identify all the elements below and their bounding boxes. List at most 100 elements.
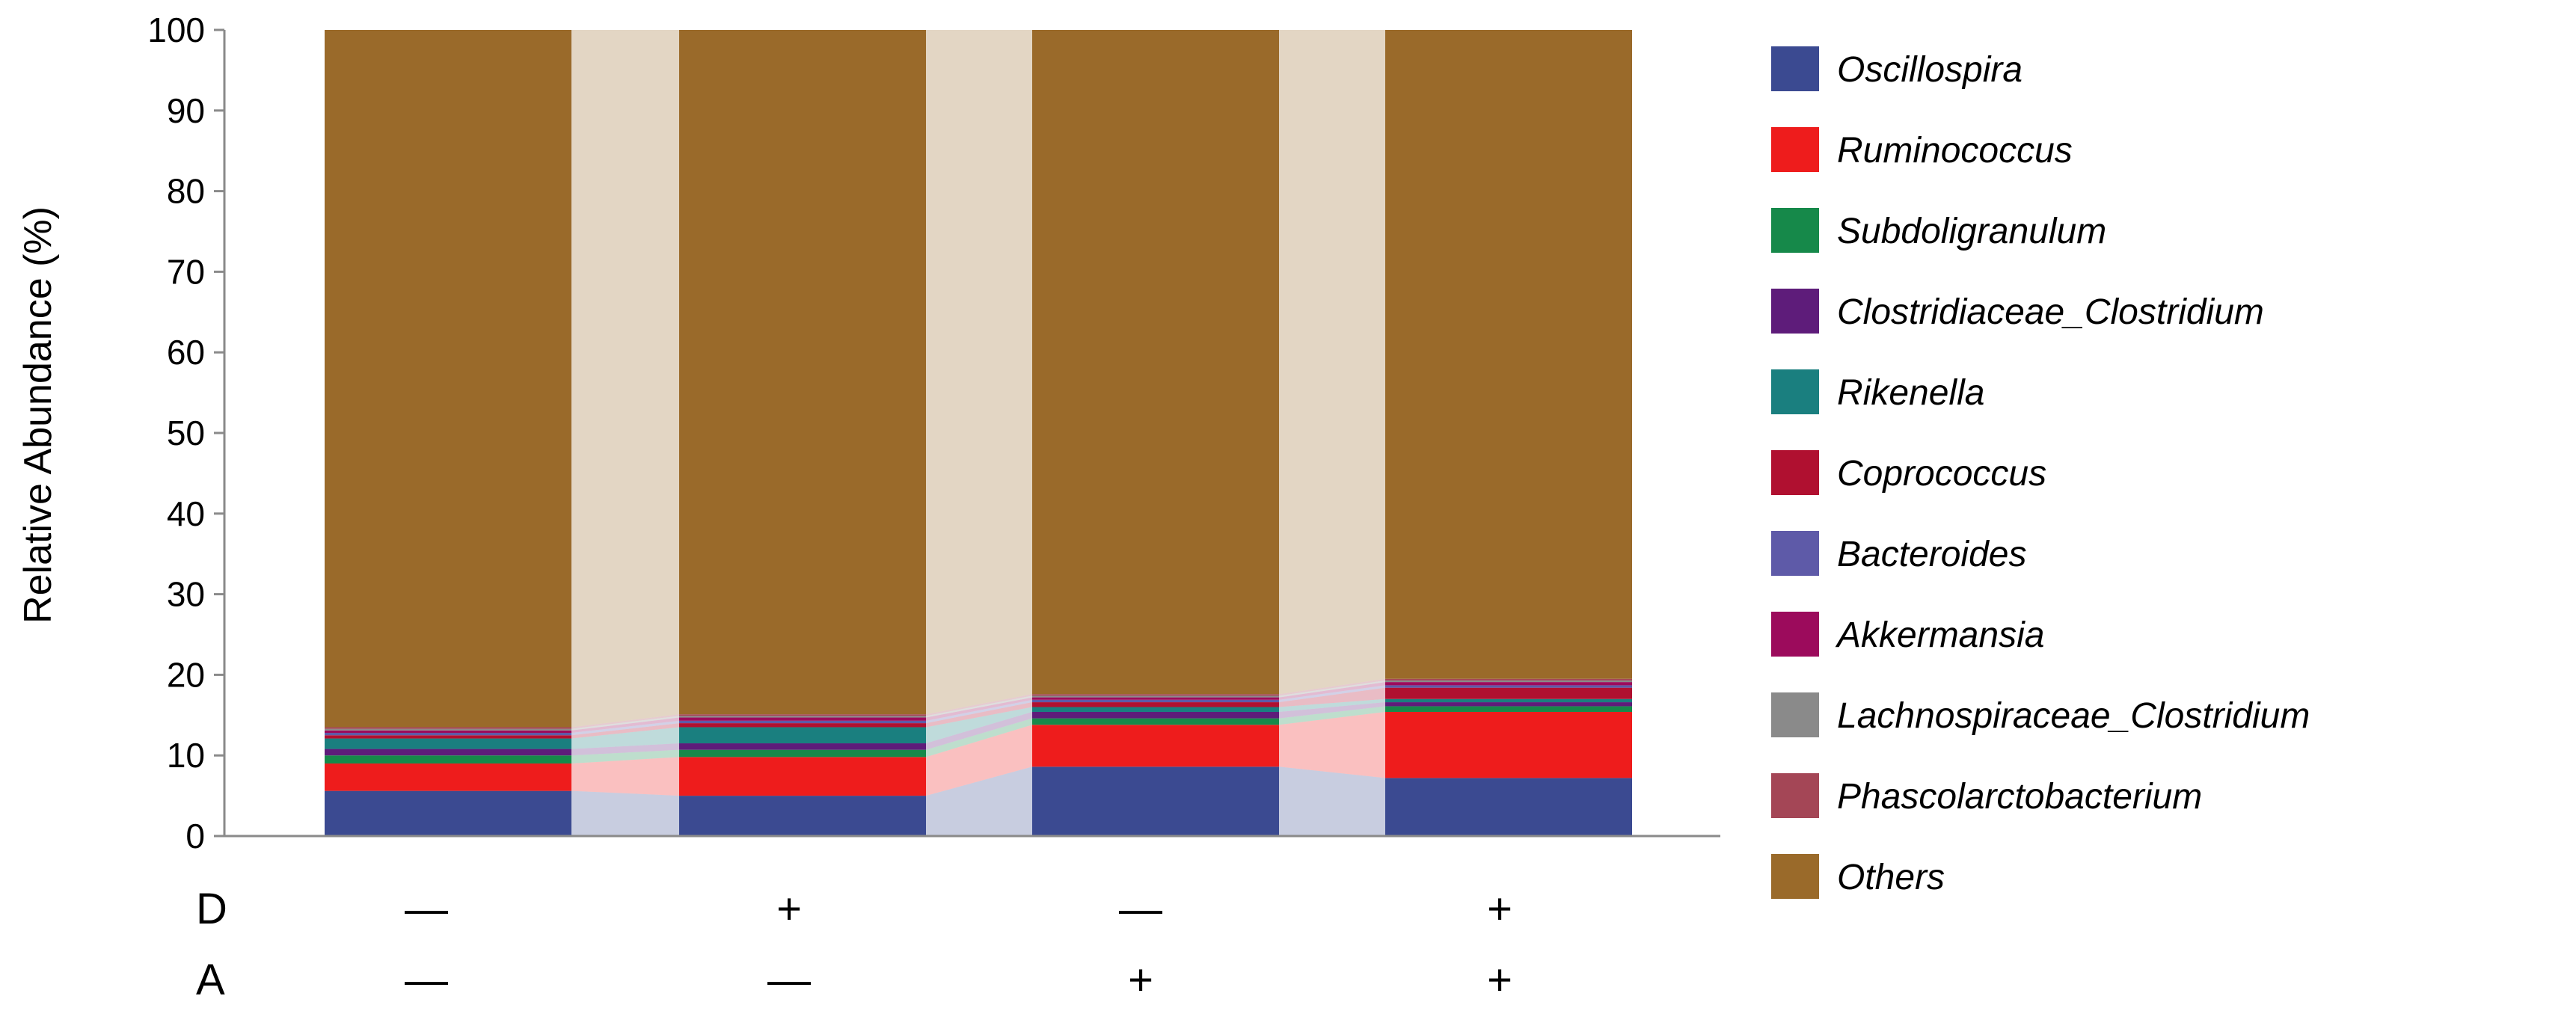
legend: Oscillospira Ruminococcus Subdoligranulum C… (1771, 46, 2310, 899)
factor-label-d: D (196, 885, 227, 933)
bar-segment-coprococcus-4 (1385, 687, 1632, 699)
legend-item-akkermansia: Akkermansia (1771, 612, 2044, 657)
bar-segment-others-1 (325, 30, 571, 728)
bar-segment-oscillospira-4 (1385, 778, 1632, 836)
bar-segment-rikenella-4 (1385, 698, 1632, 703)
factor-d-value-1: — (405, 885, 448, 933)
bar-segment-ruminococcus-2 (679, 757, 926, 796)
bar-segment-phascolarctobacterium-3 (1032, 694, 1279, 696)
legend-label-ruminococcus: Ruminococcus (1837, 131, 2073, 170)
y-tick-label-90: 90 (167, 91, 205, 130)
connector-ruminococcus-2 (926, 725, 1032, 796)
y-tick-label-40: 40 (167, 494, 205, 533)
bar-segment-akkermansia-3 (1032, 697, 1279, 700)
bar-segment-rikenella-1 (325, 738, 571, 749)
bar-segment-bacteroides-4 (1385, 685, 1632, 688)
legend-item-others: Others (1771, 854, 1945, 899)
bar-segment-bacteroides-1 (325, 733, 571, 736)
legend-swatch-subdoligranulum (1771, 208, 1819, 253)
factor-a-value-2: — (767, 956, 811, 1004)
bar-segment-ruminococcus-1 (325, 763, 571, 791)
bar-segment-phascolarctobacterium-2 (679, 714, 926, 716)
connector-lachnospiraceae-clostridium-1 (571, 716, 679, 731)
connector-ruminococcus-3 (1279, 711, 1385, 778)
legend-item-oscillospira: Oscillospira (1771, 46, 2023, 91)
y-tick-label-50: 50 (167, 414, 205, 452)
legend-swatch-bacteroides (1771, 531, 1819, 576)
connector-clostridiaceae-clostridium-1 (571, 743, 679, 756)
bar-segment-coprococcus-2 (679, 723, 926, 728)
connector-oscillospira-1 (571, 790, 679, 836)
factor-label-a: A (196, 956, 225, 1004)
bar-segment-bacteroides-3 (1032, 699, 1279, 703)
legend-label-subdoligranulum: Subdoligranulum (1837, 212, 2106, 251)
legend-label-clostridiaceae-clostridium: Clostridiaceae_Clostridium (1837, 292, 2264, 332)
connector-bacteroides-2 (926, 699, 1032, 724)
bar-segment-rikenella-3 (1032, 707, 1279, 712)
connector-subdoligranulum-2 (926, 718, 1032, 758)
bar-segment-phascolarctobacterium-1 (325, 727, 571, 729)
y-tick-label-10: 10 (167, 736, 205, 775)
bar-segment-ruminococcus-3 (1032, 725, 1279, 767)
legend-swatch-phascolarctobacterium (1771, 773, 1819, 818)
connector-coprococcus-1 (571, 723, 679, 739)
y-tick-label-0: 0 (185, 817, 205, 855)
connector-ruminococcus-1 (571, 757, 679, 796)
connector-layer (571, 30, 1385, 836)
connector-others-1 (571, 30, 679, 728)
bar-segment-subdoligranulum-4 (1385, 706, 1632, 712)
connector-coprococcus-2 (926, 702, 1032, 728)
legend-label-others: Others (1837, 858, 1945, 897)
connector-akkermansia-3 (1279, 682, 1385, 700)
bar-segment-lachnospiraceae-clostridium-3 (1032, 695, 1279, 698)
factor-a-value-4: + (1487, 956, 1512, 1004)
legend-item-subdoligranulum: Subdoligranulum (1771, 208, 2106, 253)
connector-rikenella-3 (1279, 698, 1385, 712)
legend-label-rikenella: Rikenella (1837, 373, 1984, 413)
bar-segment-subdoligranulum-2 (679, 749, 926, 758)
legend-item-phascolarctobacterium: Phascolarctobacterium (1771, 773, 2202, 818)
connector-bacteroides-3 (1279, 685, 1385, 703)
bar-segment-clostridiaceae-clostridium-4 (1385, 702, 1632, 707)
bar-segment-others-2 (679, 30, 926, 715)
connector-oscillospira-3 (1279, 766, 1385, 836)
y-axis-title: Relative Abundance (%) (16, 206, 60, 624)
connector-phascolarctobacterium-2 (926, 694, 1032, 716)
connector-rikenella-2 (926, 707, 1032, 744)
connector-akkermansia-1 (571, 717, 679, 734)
bar-segment-rikenella-2 (679, 727, 926, 744)
legend-swatch-lachnospiraceae-clostridium (1771, 692, 1819, 737)
bar-segment-clostridiaceae-clostridium-1 (325, 749, 571, 756)
factor-rows: D — + — + A — — + + (196, 885, 1512, 1004)
legend-swatch-oscillospira (1771, 46, 1819, 91)
connector-others-3 (1279, 30, 1385, 695)
bar-segment-coprococcus-1 (325, 735, 571, 739)
connector-lachnospiraceae-clostridium-2 (926, 695, 1032, 718)
connector-subdoligranulum-1 (571, 749, 679, 763)
bar-segment-clostridiaceae-clostridium-2 (679, 743, 926, 750)
legend-swatch-clostridiaceae-clostridium (1771, 289, 1819, 334)
legend-label-lachnospiraceae-clostridium: Lachnospiraceae_Clostridium (1837, 696, 2310, 736)
legend-item-ruminococcus: Ruminococcus (1771, 127, 2073, 172)
bar-segment-lachnospiraceae-clostridium-4 (1385, 680, 1632, 683)
axes-layer: 0 10 20 30 40 50 60 70 80 90 100 (147, 10, 1720, 855)
legend-swatch-akkermansia (1771, 612, 1819, 657)
y-tick-label-20: 20 (167, 655, 205, 694)
y-tick-label-80: 80 (167, 172, 205, 211)
connector-phascolarctobacterium-3 (1279, 678, 1385, 696)
connector-coprococcus-3 (1279, 687, 1385, 707)
bar-segment-oscillospira-3 (1032, 766, 1279, 836)
bar-segment-phascolarctobacterium-4 (1385, 678, 1632, 680)
connector-oscillospira-2 (926, 766, 1032, 836)
legend-item-clostridiaceae-clostridium: Clostridiaceae_Clostridium (1771, 289, 2264, 334)
bar-segment-subdoligranulum-1 (325, 755, 571, 763)
bar-segment-akkermansia-1 (325, 730, 571, 734)
legend-label-phascolarctobacterium: Phascolarctobacterium (1837, 777, 2202, 817)
bar-segment-others-3 (1032, 30, 1279, 695)
bar-segment-oscillospira-1 (325, 790, 571, 836)
factor-d-value-4: + (1487, 885, 1512, 933)
connector-clostridiaceae-clostridium-2 (926, 711, 1032, 750)
legend-item-lachnospiraceae-clostridium: Lachnospiraceae_Clostridium (1771, 692, 2310, 737)
bar-segment-bacteroides-2 (679, 720, 926, 724)
